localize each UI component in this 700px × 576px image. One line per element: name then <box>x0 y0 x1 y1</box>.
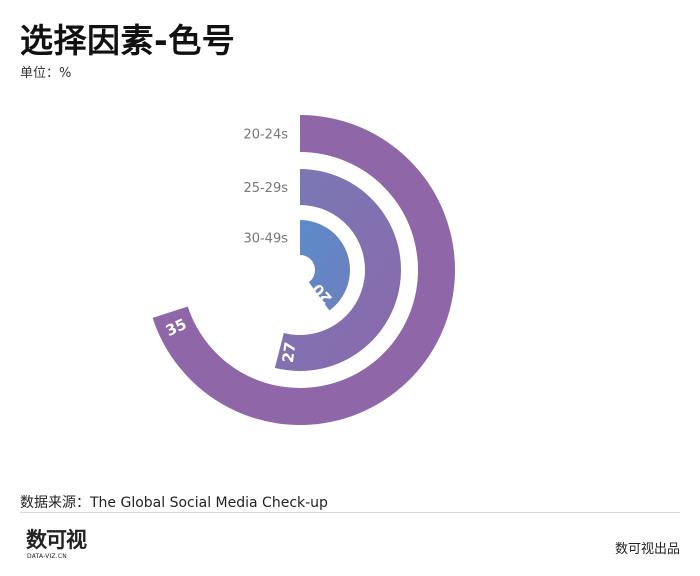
brand-logo: 数可视 DATA-VIZ.CN <box>26 528 87 564</box>
arc-bar-30-49s <box>300 220 350 311</box>
footer-divider <box>20 512 680 513</box>
page-title: 选择因素-色号 <box>20 21 236 60</box>
arc-bar-25-29s <box>274 169 401 371</box>
value-label-25-29s: 27 <box>279 341 300 364</box>
logo-subtext: DATA-VIZ.CN <box>27 553 67 560</box>
data-source: 数据来源：The Global Social Media Check-up <box>20 495 328 511</box>
publisher-label: 数可视出品 <box>614 542 680 557</box>
unit-label: 单位：% <box>20 66 72 81</box>
category-label-30-49s: 30-49s <box>243 232 288 247</box>
category-label-20-24s: 20-24s <box>243 128 288 143</box>
arc-bar-20-24s <box>152 115 455 425</box>
logo-text: 数可视 <box>26 528 87 552</box>
category-label-25-29s: 25-29s <box>243 181 288 196</box>
